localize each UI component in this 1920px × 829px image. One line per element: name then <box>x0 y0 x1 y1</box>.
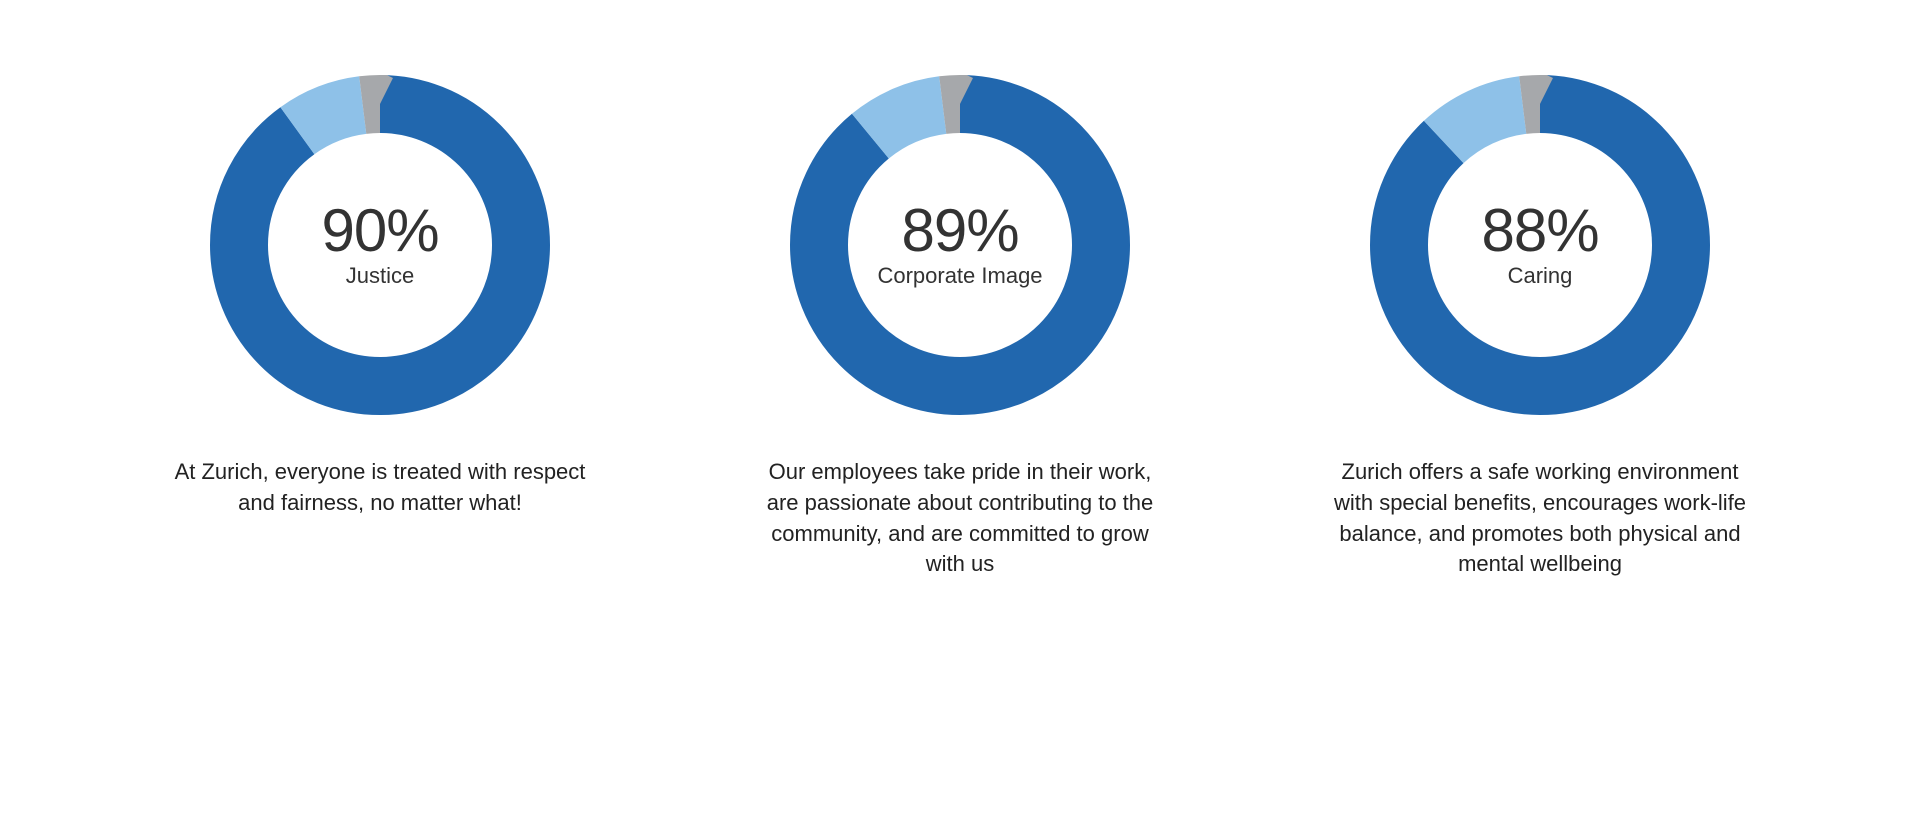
donut-caring: 88% Caring <box>1370 75 1710 415</box>
percent-value-justice: 90% <box>321 201 438 261</box>
donut-center-caring: 88% Caring <box>1370 75 1710 415</box>
chart-description-corporate-image: Our employees take pride in their work, … <box>750 457 1170 580</box>
chart-description-caring: Zurich offers a safe working environment… <box>1330 457 1750 580</box>
percent-value-corporate-image: 89% <box>901 201 1018 261</box>
charts-row: 90% Justice At Zurich, everyone is treat… <box>0 0 1920 580</box>
chart-card-corporate-image: 89% Corporate Image Our employees take p… <box>745 75 1175 580</box>
donut-center-corporate-image: 89% Corporate Image <box>790 75 1130 415</box>
percent-value-caring: 88% <box>1481 201 1598 261</box>
percent-label-corporate-image: Corporate Image <box>877 263 1042 289</box>
donut-center-justice: 90% Justice <box>210 75 550 415</box>
percent-label-justice: Justice <box>346 263 414 289</box>
donut-justice: 90% Justice <box>210 75 550 415</box>
donut-corporate-image: 89% Corporate Image <box>790 75 1130 415</box>
chart-description-justice: At Zurich, everyone is treated with resp… <box>170 457 590 519</box>
chart-card-caring: 88% Caring Zurich offers a safe working … <box>1325 75 1755 580</box>
percent-label-caring: Caring <box>1508 263 1573 289</box>
chart-card-justice: 90% Justice At Zurich, everyone is treat… <box>165 75 595 580</box>
